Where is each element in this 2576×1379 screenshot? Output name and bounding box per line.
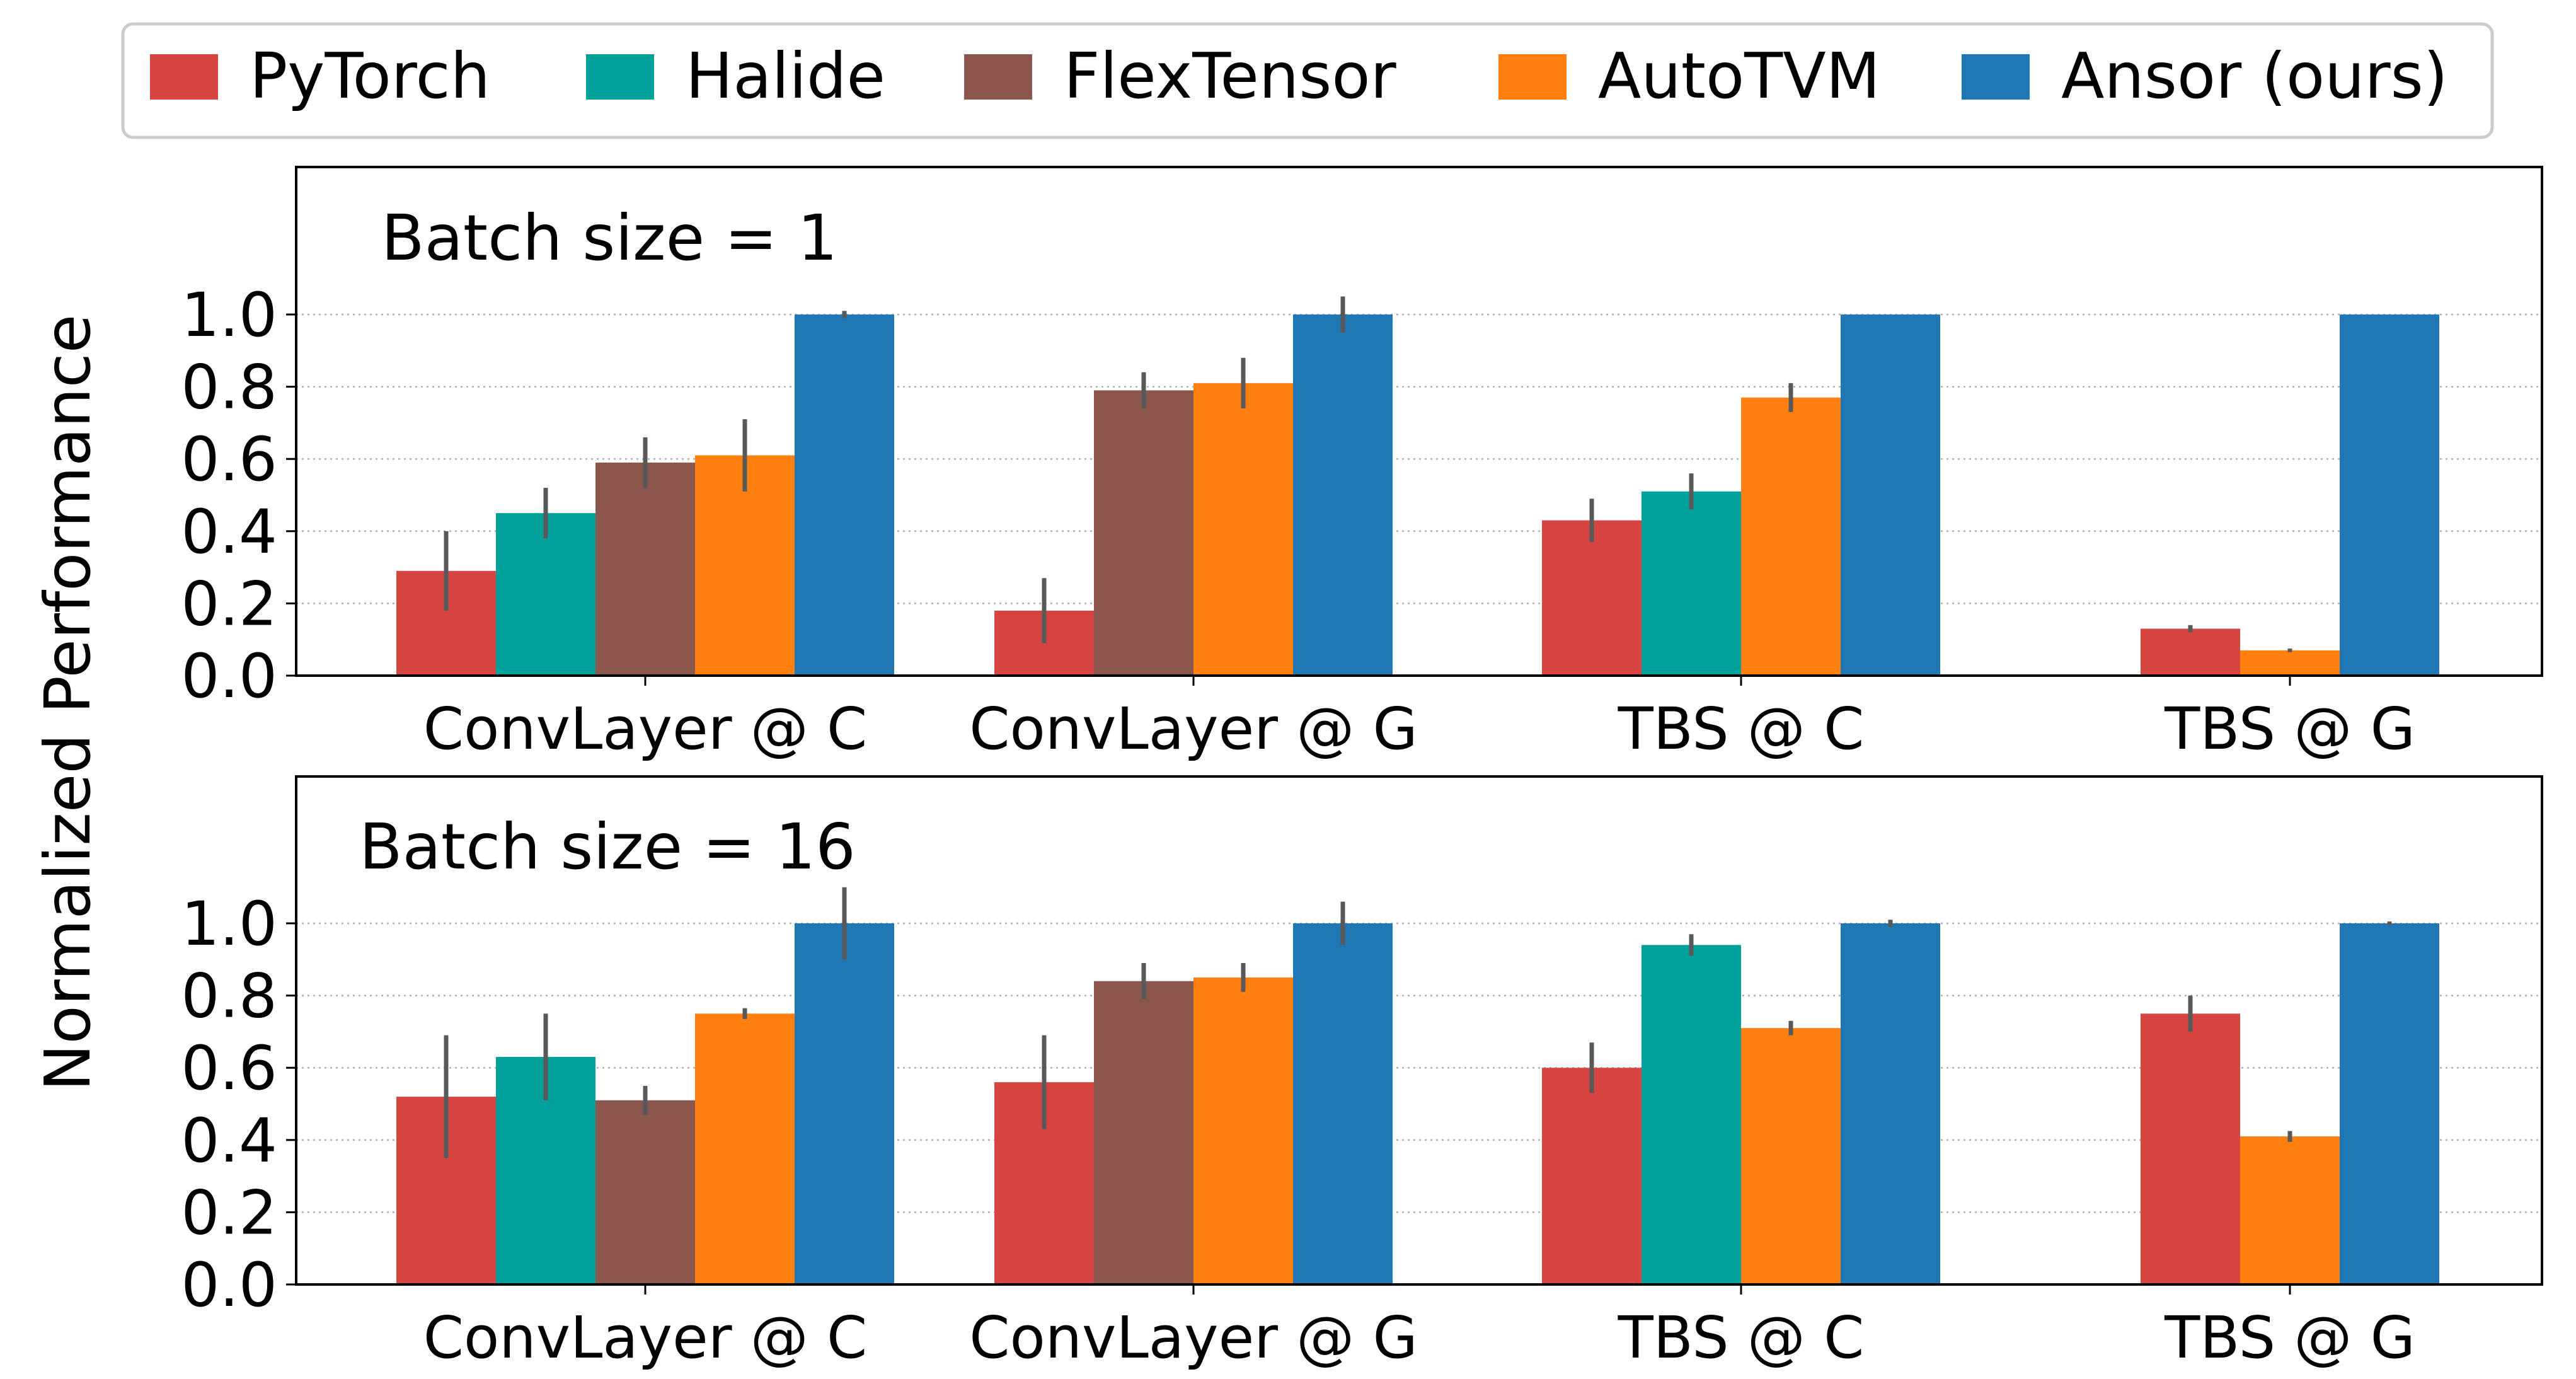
- bar-autotvm-tbs-g: [2240, 1136, 2340, 1284]
- bar-ansor-ours-tbs-g: [2340, 314, 2439, 676]
- panel-batch-1: Batch size = 1 0.00.20.40.60.81.0 ConvLay…: [181, 166, 2543, 763]
- y-tick-label: 0.8: [181, 352, 277, 423]
- plot-frame: [295, 775, 2543, 1286]
- y-tick-label: 0.0: [181, 1250, 277, 1320]
- y-tick-label: 1.0: [181, 280, 277, 350]
- bar-flextensor-convlayer-g: [1094, 981, 1193, 1284]
- y-tick-label: 0.0: [181, 641, 277, 712]
- bar-ansor-ours-convlayer-g: [1293, 314, 1393, 676]
- bar-halide-tbs-c: [1642, 491, 1741, 676]
- legend-label-ansor-ours: Ansor (ours): [2061, 39, 2448, 113]
- bar-flextensor-convlayer-c: [595, 1100, 695, 1284]
- legend-swatch-flextensor: [964, 54, 1032, 100]
- bar-autotvm-tbs-c: [1741, 397, 1841, 676]
- panel-title: Batch size = 16: [359, 810, 856, 884]
- x-tick-label-tbs-g: TBS @ G: [2164, 695, 2415, 763]
- bar-pytorch-tbs-g: [2141, 628, 2240, 676]
- y-axis-title: Normalized Performance: [31, 314, 105, 1092]
- bar-flextensor-convlayer-g: [1094, 390, 1193, 676]
- y-tick-label: 0.2: [181, 568, 277, 639]
- bar-autotvm-convlayer-g: [1193, 383, 1293, 676]
- x-tick-label-convlayer-c: ConvLayer @ C: [423, 695, 868, 763]
- y-tick-label: 0.4: [181, 497, 277, 567]
- bar-ansor-ours-convlayer-c: [795, 923, 894, 1284]
- bar-autotvm-tbs-g: [2240, 650, 2340, 676]
- legend-label-halide: Halide: [686, 39, 885, 113]
- bar-pytorch-tbs-c: [1542, 1068, 1642, 1284]
- bar-ansor-ours-tbs-c: [1841, 314, 1940, 676]
- y-tick-label: 1.0: [181, 889, 277, 959]
- legend-swatch-autotvm: [1498, 54, 1567, 100]
- y-tick-label: 0.6: [181, 1033, 277, 1104]
- bar-pytorch-tbs-c: [1542, 520, 1642, 676]
- y-tick-label: 0.6: [181, 424, 277, 495]
- y-tick-label: 0.2: [181, 1177, 277, 1248]
- panel-title: Batch size = 1: [381, 201, 837, 275]
- x-tick-label-tbs-g: TBS @ G: [2164, 1304, 2415, 1371]
- bar-flextensor-convlayer-c: [595, 462, 695, 676]
- x-tick-label-convlayer-c: ConvLayer @ C: [423, 1304, 868, 1371]
- bar-autotvm-tbs-c: [1741, 1028, 1841, 1284]
- x-tick-label-tbs-c: TBS @ C: [1618, 695, 1865, 763]
- x-tick-label-convlayer-g: ConvLayer @ G: [969, 1304, 1418, 1371]
- bar-ansor-ours-tbs-g: [2340, 923, 2439, 1284]
- x-tick-label-tbs-c: TBS @ C: [1618, 1304, 1865, 1371]
- legend-swatch-ansor-ours: [1962, 54, 2030, 100]
- legend-frame: [121, 22, 2494, 139]
- bar-ansor-ours-convlayer-g: [1293, 923, 1393, 1284]
- panel-batch-16: Batch size = 16 0.00.20.40.60.81.0 ConvLa…: [181, 775, 2543, 1371]
- x-tick-label-convlayer-g: ConvLayer @ G: [969, 695, 1418, 763]
- bar-autotvm-convlayer-c: [695, 1013, 795, 1284]
- bar-ansor-ours-tbs-c: [1841, 923, 1940, 1284]
- bar-halide-convlayer-c: [496, 513, 595, 676]
- legend-label-flextensor: FlexTensor: [1064, 39, 1397, 113]
- y-tick-label: 0.8: [181, 961, 277, 1032]
- bar-autotvm-convlayer-c: [695, 455, 795, 676]
- bar-halide-tbs-c: [1642, 945, 1741, 1284]
- bar-pytorch-tbs-g: [2141, 1013, 2240, 1284]
- legend-label-pytorch: PyTorch: [250, 39, 490, 113]
- legend: PyTorch Halide FlexTensor AutoTVM Ansor (our…: [121, 22, 2494, 139]
- y-tick-label: 0.4: [181, 1105, 277, 1176]
- bar-ansor-ours-convlayer-c: [795, 314, 894, 676]
- bar-autotvm-convlayer-g: [1193, 977, 1293, 1284]
- legend-swatch-halide: [586, 54, 654, 100]
- legend-swatch-pytorch: [150, 54, 218, 100]
- plot-frame: [295, 166, 2543, 677]
- legend-label-autotvm: AutoTVM: [1598, 39, 1880, 113]
- legend-items: PyTorch Halide FlexTensor AutoTVM Ansor (our…: [150, 39, 2448, 113]
